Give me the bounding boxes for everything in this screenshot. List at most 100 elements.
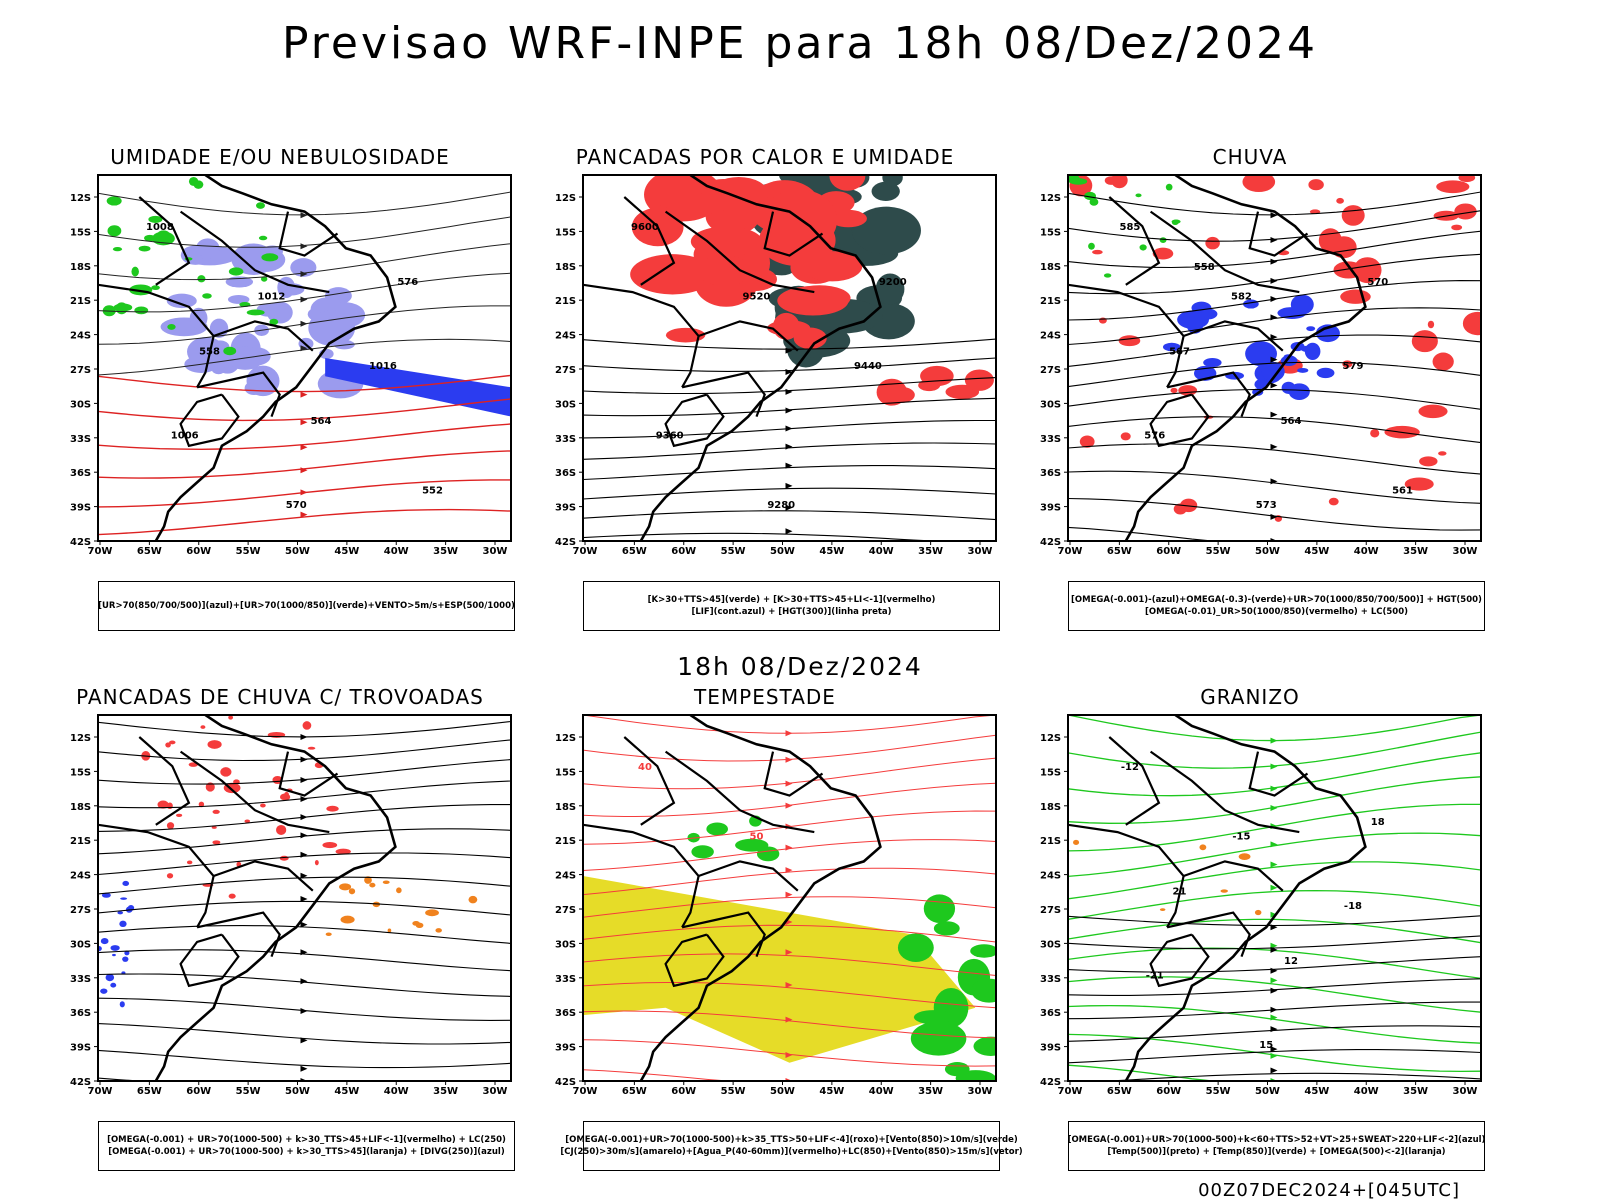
temp-500-contour-arrow bbox=[1270, 1046, 1278, 1053]
temp-850-contour-arrow bbox=[1270, 1052, 1278, 1059]
storm-red-cell bbox=[205, 782, 215, 792]
panel-title: CHUVA bbox=[1212, 145, 1288, 169]
temp-500-contour-arrow bbox=[1270, 987, 1278, 994]
storm-red-cell bbox=[200, 725, 206, 729]
contour-label: -18 bbox=[1344, 901, 1362, 912]
low-level-current-line bbox=[583, 867, 996, 896]
map-umidade: 100810121016100657057655856455212S15S18S… bbox=[70, 174, 512, 557]
lat-tick-label: 12S bbox=[1040, 733, 1061, 744]
rain-red-cell bbox=[1340, 289, 1371, 304]
wind-green-cell bbox=[897, 933, 934, 962]
contour-label: 9440 bbox=[854, 361, 882, 372]
coastline bbox=[154, 175, 397, 541]
thickness-contour-line bbox=[98, 508, 511, 536]
humidity-mid-cell bbox=[196, 238, 220, 259]
rain-red-cell bbox=[1152, 247, 1174, 260]
rain-red-cell bbox=[1178, 385, 1198, 396]
country-border bbox=[1068, 283, 1185, 388]
contour-label: 582 bbox=[1231, 291, 1252, 302]
streamline-arrow bbox=[300, 1007, 308, 1014]
map-frame bbox=[1067, 174, 1482, 542]
country-border bbox=[179, 933, 240, 988]
wind-green-cell bbox=[933, 921, 960, 936]
lon-tick-label: 50W bbox=[285, 546, 310, 557]
instability-red-cell bbox=[829, 209, 867, 228]
rain-red-cell bbox=[1308, 179, 1324, 191]
country-border bbox=[179, 750, 330, 834]
storm-red-cell bbox=[279, 855, 289, 861]
storm-orange-cell bbox=[382, 880, 390, 884]
lon-tick-label: 60W bbox=[1156, 1086, 1181, 1097]
lat-tick-label: 15S bbox=[555, 767, 576, 778]
rain-red-cell bbox=[1170, 387, 1178, 394]
country-border bbox=[196, 911, 281, 957]
wind-green-cell bbox=[923, 894, 956, 923]
thickness-contour-line bbox=[98, 398, 511, 422]
country-border bbox=[664, 210, 815, 294]
instability-red-cell bbox=[802, 251, 863, 282]
lon-tick-label: 40W bbox=[1354, 1086, 1379, 1097]
country-border bbox=[1108, 736, 1161, 826]
legend-line: [OMEGA(-0.01)_UR>50(1000/850)(vermelho) … bbox=[1144, 607, 1409, 617]
legend-line: [Temp(500)](preto) + [Temp(850)](verde) … bbox=[1107, 1147, 1446, 1157]
humidity-low-cell bbox=[228, 267, 244, 276]
storm-red-cell bbox=[244, 819, 251, 823]
contour-label: 561 bbox=[1392, 485, 1413, 496]
geography bbox=[583, 175, 882, 541]
rain-blue-cell bbox=[1261, 361, 1285, 382]
lat-tick-label: 24S bbox=[555, 871, 576, 882]
wind-green-cell bbox=[735, 838, 769, 852]
rain-red-cell bbox=[1341, 205, 1365, 226]
lat-tick-label: 15S bbox=[70, 227, 91, 238]
lon-tick-label: 55W bbox=[721, 546, 746, 557]
wind-green-cell bbox=[971, 978, 996, 1003]
divergence-blue-cell bbox=[100, 938, 109, 945]
contour-label: 576 bbox=[397, 277, 418, 288]
lat-tick-label: 21S bbox=[70, 836, 91, 847]
temp-850-contour-arrow bbox=[1270, 942, 1278, 949]
streamline-arrow bbox=[300, 814, 308, 821]
geopotential-contour-arrow bbox=[785, 462, 793, 469]
pressure-contour-arrow bbox=[300, 296, 308, 303]
temp-500-contour-line bbox=[1068, 935, 1481, 950]
lon-tick-label: 65W bbox=[622, 546, 647, 557]
height-contour-arrow bbox=[1270, 478, 1278, 485]
instability-red-cell bbox=[690, 226, 763, 257]
low-level-current-arrow bbox=[785, 802, 793, 809]
temp-850-contour-arrow bbox=[1270, 861, 1278, 868]
lat-tick-label: 24S bbox=[70, 331, 91, 342]
temp-850-contour-line bbox=[1068, 976, 1481, 1013]
rain-green-cell bbox=[1135, 193, 1142, 198]
map-content: 40 50 bbox=[583, 715, 996, 1081]
streamline-line bbox=[98, 900, 511, 916]
country-border bbox=[763, 211, 824, 257]
lat-tick-label: 24S bbox=[555, 331, 576, 342]
lon-tick-label: 70W bbox=[88, 1086, 113, 1097]
map-frame bbox=[1067, 714, 1482, 1082]
storm-orange-cell bbox=[387, 928, 392, 933]
contour-label: 12 bbox=[1284, 956, 1298, 967]
temp-500-contour-arrow bbox=[1270, 967, 1278, 974]
storm-red-cell bbox=[228, 893, 236, 899]
contour-label: 15 bbox=[1259, 1040, 1273, 1051]
contour-label: 564 bbox=[1281, 416, 1302, 427]
low-level-current-arrow bbox=[785, 867, 793, 874]
storm-red-cell bbox=[302, 721, 312, 730]
temp-850-contour-arrow bbox=[1270, 977, 1278, 984]
temp-850-contour-line bbox=[1068, 776, 1481, 824]
legend-box: [OMEGA(-0.001)-(azul)+OMEGA(-0.3)-(verde… bbox=[1068, 581, 1485, 631]
lat-tick-label: 15S bbox=[555, 227, 576, 238]
contour-label: 1008 bbox=[146, 222, 174, 233]
lon-tick-label: 30W bbox=[1453, 546, 1478, 557]
storm-orange-cell bbox=[339, 883, 352, 891]
storm-red-cell bbox=[157, 800, 169, 809]
temp-500-contour-line bbox=[1068, 956, 1481, 973]
country-border bbox=[664, 750, 815, 834]
streamline-arrow bbox=[300, 949, 308, 956]
lon-tick-label: 45W bbox=[819, 1086, 844, 1097]
legend-line: [OMEGA(-0.001) + UR>70(1000-500) + k>30_… bbox=[107, 1135, 506, 1145]
rain-green-cell bbox=[1139, 244, 1147, 251]
